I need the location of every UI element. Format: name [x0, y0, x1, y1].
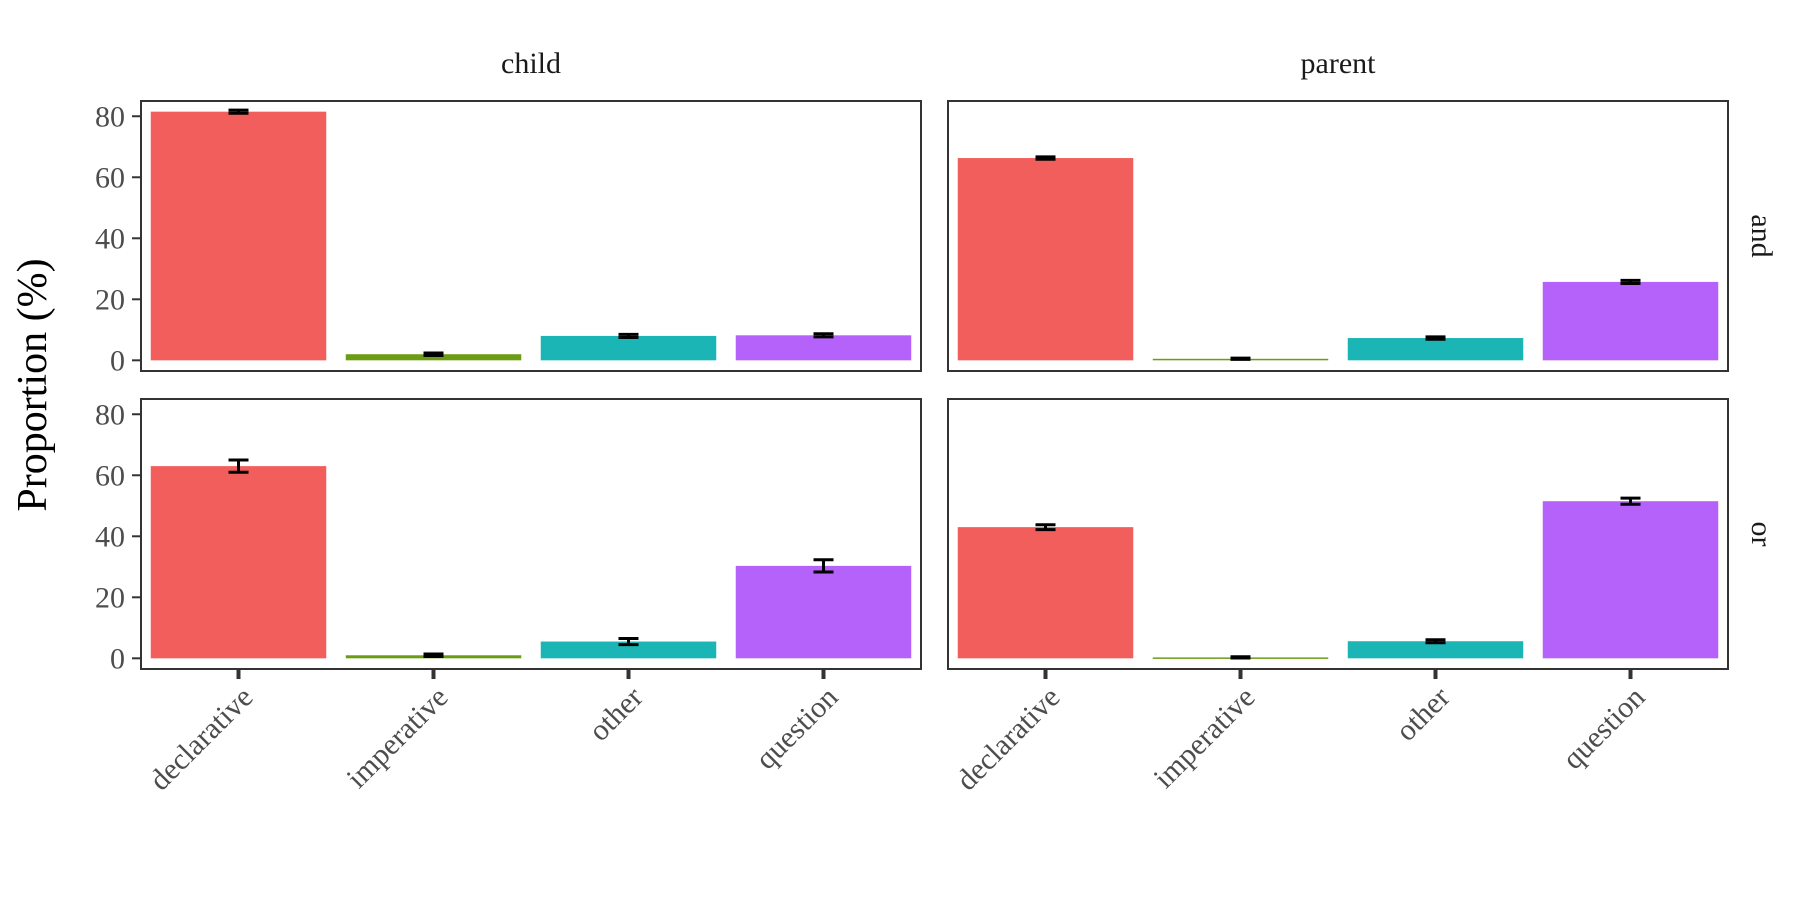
facet-label-parent: parent: [1301, 47, 1377, 80]
bar-other: [1347, 641, 1524, 659]
x-tick-label-other: other: [1390, 681, 1457, 748]
y-tick-label: 60: [95, 459, 125, 492]
bar-declarative: [957, 527, 1134, 659]
bar-declarative: [150, 111, 327, 361]
x-tick-label-imperative: imperative: [1147, 681, 1261, 795]
x-tick-label-question: question: [749, 681, 844, 776]
bar-question: [1542, 281, 1719, 361]
error-bar-question: [813, 558, 834, 574]
y-tick-label: 40: [95, 222, 125, 255]
x-tick-label-question: question: [1556, 681, 1651, 776]
bar-question: [1542, 501, 1719, 659]
panel-parent-and: [947, 100, 1729, 372]
bar-other: [540, 641, 717, 659]
error-bar-question: [1620, 496, 1641, 506]
x-tick-label-declarative: declarative: [950, 681, 1066, 797]
error-bar-other: [1425, 638, 1446, 645]
panel-border: [947, 100, 1729, 372]
facet-label-and: and: [1745, 214, 1778, 257]
panel-child-and: 0 20 40 60 80: [95, 100, 922, 377]
bar-imperative: [345, 354, 522, 361]
panel-parent-or: declarative imperative other question: [947, 398, 1729, 797]
facet-label-or: or: [1745, 522, 1778, 547]
bar-other: [1347, 338, 1524, 361]
panel-border: [140, 100, 922, 372]
bar-declarative: [150, 466, 327, 659]
error-bar-imperative: [423, 652, 444, 658]
bar-other: [540, 335, 717, 361]
y-tick-label: 80: [95, 398, 125, 431]
error-bar-declarative: [228, 458, 249, 474]
error-bar-other: [1425, 335, 1446, 341]
y-tick-label: 0: [110, 344, 125, 377]
error-bar-declarative: [1035, 155, 1056, 161]
y-tick-label: 0: [110, 642, 125, 675]
x-tick-label-imperative: imperative: [340, 681, 454, 795]
error-bar-other: [618, 636, 639, 647]
y-tick-label: 20: [95, 283, 125, 316]
y-axis-label: Proportion (%): [10, 258, 56, 511]
x-tick-label-declarative: declarative: [143, 681, 259, 797]
error-bar-declarative: [1035, 523, 1056, 532]
error-bar-imperative: [1230, 655, 1251, 660]
error-bar-imperative: [1230, 356, 1251, 361]
panel-child-or: 0 20 40 60 80 declarative imperative other quest…: [95, 398, 922, 797]
bar-question: [735, 565, 912, 659]
facet-label-child: child: [501, 47, 561, 80]
y-tick-label: 20: [95, 581, 125, 614]
error-bar-question: [1620, 278, 1641, 285]
y-tick-label: 80: [95, 100, 125, 133]
error-bar-imperative: [423, 351, 444, 357]
y-tick-label: 40: [95, 520, 125, 553]
panel-border: [140, 398, 922, 670]
bar-question: [735, 335, 912, 361]
y-tick-label: 60: [95, 161, 125, 194]
x-tick-label-other: other: [583, 681, 650, 748]
error-bar-question: [813, 332, 834, 339]
panel-border: [947, 398, 1729, 670]
error-bar-declarative: [228, 108, 249, 115]
bar-declarative: [957, 158, 1134, 361]
panels-layer: child parent and or 0 20 40 60 80 0 20 40 60 80 declar…: [95, 47, 1778, 797]
error-bar-other: [618, 332, 639, 339]
